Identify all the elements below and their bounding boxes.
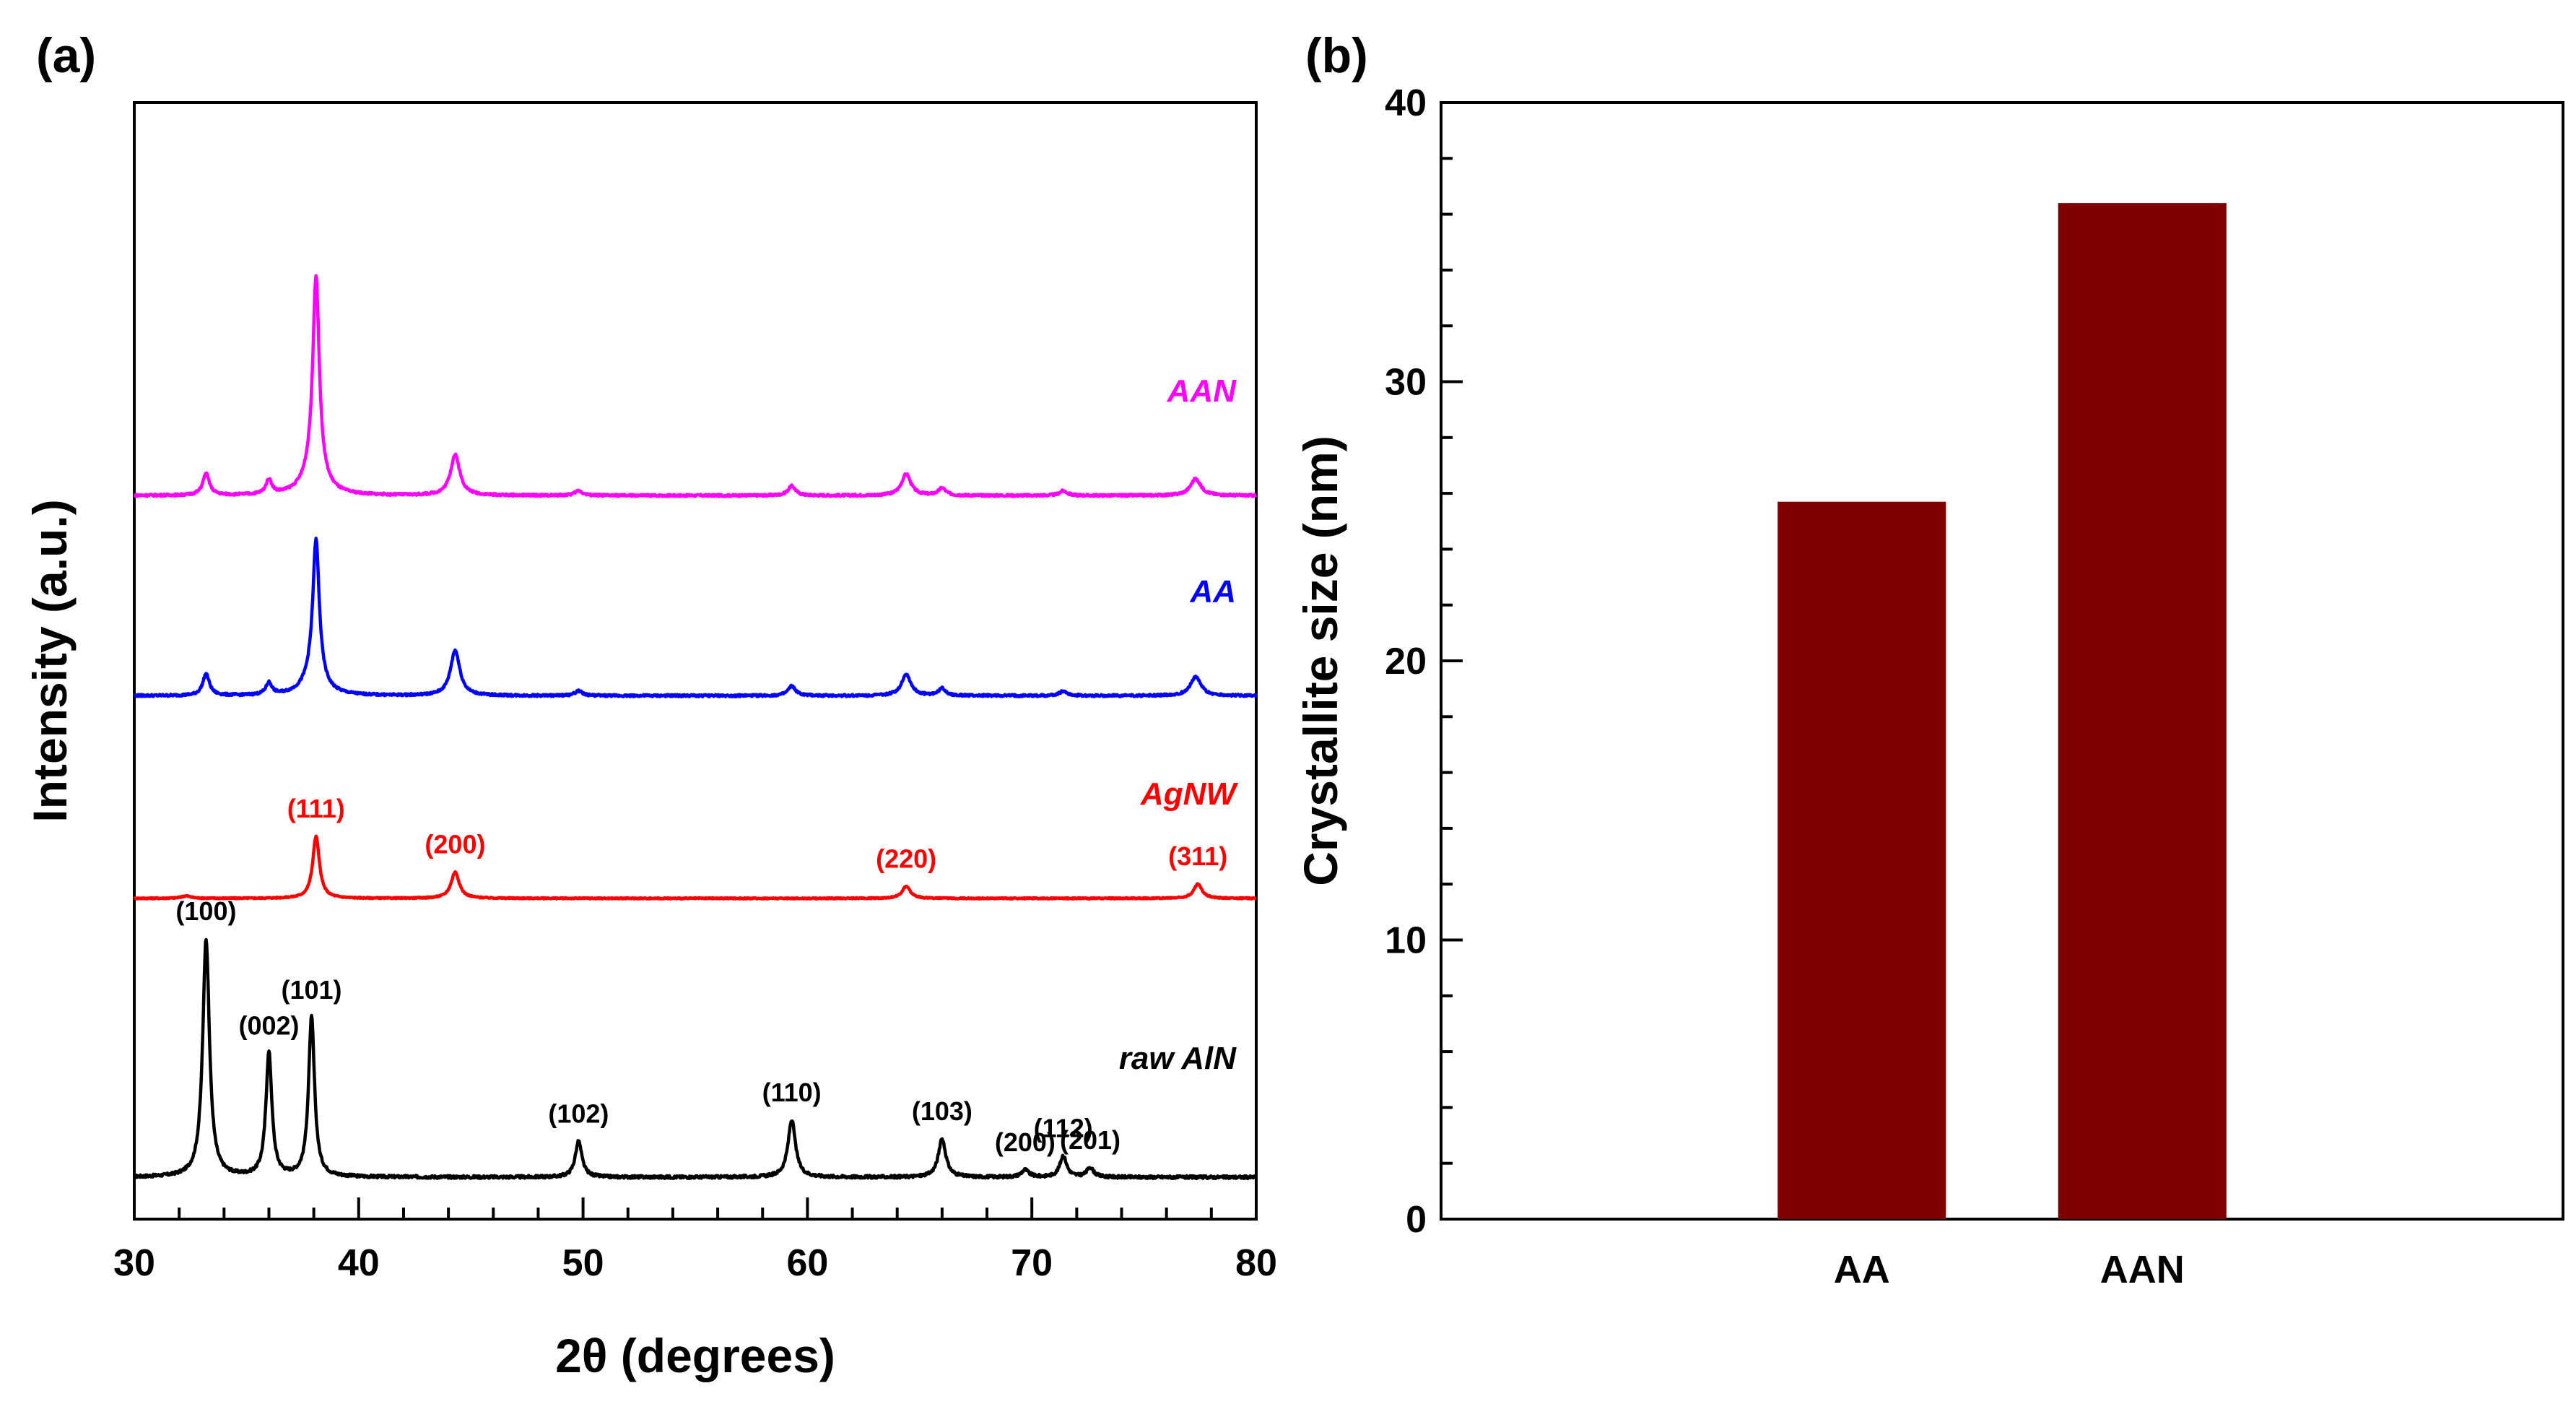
peak-annotation: (200)	[995, 1127, 1056, 1157]
series-line-aan	[133, 274, 1258, 498]
panel-b-bar-chart: (b) 0 10 20 30 40 AA AAN Crystallite size (nm…	[1294, 28, 2564, 1291]
y-tick-label: 0	[1406, 1199, 1427, 1241]
panel-a-series-labels: raw AlN AgNW AA AAN	[1119, 373, 1239, 1076]
series-label: AgNW	[1140, 776, 1238, 812]
panel-b-x-axis: AA AAN	[1834, 1248, 2185, 1291]
x-tick-label: 80	[1235, 1242, 1277, 1284]
series-label: raw AlN	[1119, 1041, 1237, 1076]
panel-b-label: (b)	[1305, 28, 1368, 83]
y-tick-label: 40	[1385, 82, 1427, 124]
x-category-label: AAN	[2100, 1248, 2185, 1291]
bar-aa	[1777, 501, 1946, 1219]
peak-annotation: (200)	[425, 830, 485, 859]
panel-a-peak-annotations: (100)(002)(101)(102)(110)(103)(200)(112)…	[175, 794, 1227, 1157]
panel-b-plot-frame	[1440, 101, 2564, 1221]
peak-annotation: (002)	[238, 1010, 299, 1040]
x-tick-label: 50	[562, 1242, 604, 1284]
x-category-label: AA	[1834, 1248, 1890, 1291]
series-label: AAN	[1167, 373, 1237, 409]
peak-annotation: (100)	[175, 896, 236, 926]
panel-a-x-axis: 30 40 50 60 70 80	[113, 1197, 1277, 1284]
y-tick-label: 20	[1385, 641, 1427, 682]
peak-annotation: (103)	[912, 1096, 972, 1126]
series-line-aa	[133, 537, 1258, 698]
peak-annotation: (220)	[876, 844, 936, 873]
panel-b-y-axis: 0 10 20 30 40	[1385, 82, 1463, 1241]
bar-aan	[2058, 203, 2227, 1219]
series-line-raw-aln	[133, 937, 1258, 1181]
peak-annotation: (111)	[287, 794, 345, 823]
panel-a-label: (a)	[36, 28, 96, 83]
x-tick-label: 60	[786, 1242, 828, 1284]
x-tick-label: 70	[1011, 1242, 1053, 1284]
panel-a-x-axis-label: 2θ (degrees)	[555, 1329, 835, 1382]
panel-a-plot-frame	[133, 101, 1258, 1221]
peak-annotation: (112)	[1034, 1113, 1093, 1143]
y-tick-label: 10	[1385, 920, 1427, 962]
peak-annotation: (102)	[548, 1099, 609, 1129]
peak-annotation: (110)	[762, 1078, 822, 1107]
panel-b-bars	[1777, 203, 2227, 1219]
y-tick-label: 30	[1385, 362, 1427, 404]
panel-a-xrd-chart: (a) 30 40 50 60 70 80 (100) (002) (101) (102) (11…	[23, 28, 1277, 1382]
series-line-agnw	[133, 834, 1258, 901]
x-tick-label: 40	[338, 1242, 380, 1284]
peak-annotation: (201)	[1060, 1125, 1121, 1155]
series-label: AA	[1189, 573, 1236, 609]
panel-b-y-axis-label: Crystallite size (nm)	[1294, 436, 1347, 886]
panel-a-curves	[133, 274, 1258, 1181]
peak-annotation: (311)	[1168, 841, 1227, 871]
x-tick-label: 30	[113, 1242, 155, 1284]
peak-annotation: (101)	[282, 975, 342, 1005]
panel-a-y-axis-label: Intensity (a.u.)	[23, 499, 77, 822]
